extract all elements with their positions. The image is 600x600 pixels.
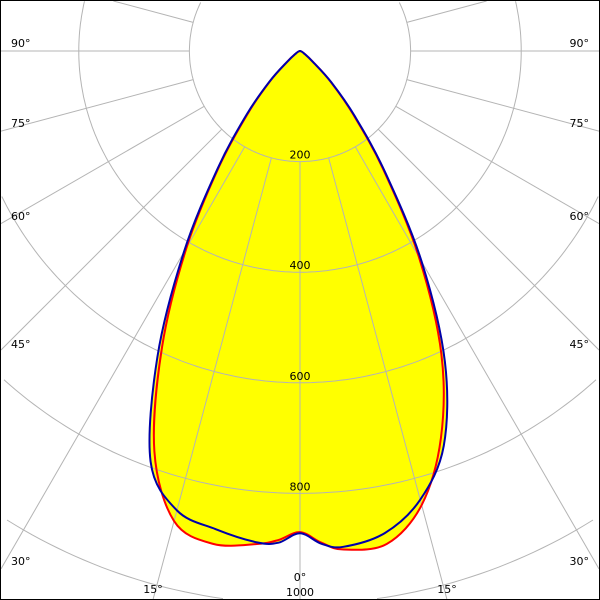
- angle-label-left: 45°: [11, 338, 31, 351]
- intensity-curve: [148, 49, 449, 549]
- angle-gridline: [406, 79, 599, 132]
- radial-tick-label: 600: [290, 370, 311, 383]
- angle-label-right: 15°: [437, 583, 457, 596]
- angle-label-right: 75°: [570, 117, 590, 130]
- curve-strokes: [148, 49, 449, 551]
- angle-label-right: 45°: [570, 338, 590, 351]
- radial-tick-label: 400: [290, 259, 311, 272]
- radial-tick-label: 1000: [286, 586, 314, 599]
- radial-ring: [6, 519, 594, 599]
- angle-label-left: 30°: [11, 555, 31, 568]
- angle-label-left: 15°: [143, 583, 163, 596]
- radial-ring: [3, 379, 597, 494]
- angle-gridline: [113, 1, 194, 23]
- radial-tick-label: 200: [290, 149, 311, 162]
- angle-gridline: [354, 146, 599, 570]
- angle-label-left: 90°: [11, 37, 31, 50]
- angle-gridline: [152, 157, 272, 599]
- angle-label-left: 60°: [11, 210, 31, 223]
- angle-gridline: [328, 157, 448, 599]
- radial-ring: [1, 196, 599, 384]
- angle-label-right: 60°: [570, 210, 590, 223]
- angle-label-right: 30°: [570, 555, 590, 568]
- angle-gridline: [377, 128, 599, 351]
- angle-gridline: [406, 1, 487, 23]
- angle-label-left: 75°: [11, 117, 31, 130]
- angle-gridline: [1, 105, 205, 225]
- angle-label-right: 90°: [570, 37, 590, 50]
- radial-ring: [188, 2, 412, 163]
- angle-gridline: [1, 128, 223, 351]
- curves: [149, 51, 448, 550]
- radial-tick-label: 800: [290, 480, 311, 493]
- intensity-fill: [149, 51, 448, 548]
- angle-gridline: [395, 105, 599, 225]
- labels: 200 400 600 800 1000 90° 75° 60° 45° 30° 90° 75° 60°…: [11, 37, 589, 599]
- angle-label-center: 0°: [294, 571, 307, 584]
- angle-gridline: [1, 79, 194, 132]
- angle-gridline: [1, 146, 246, 570]
- radial-ring: [78, 1, 522, 273]
